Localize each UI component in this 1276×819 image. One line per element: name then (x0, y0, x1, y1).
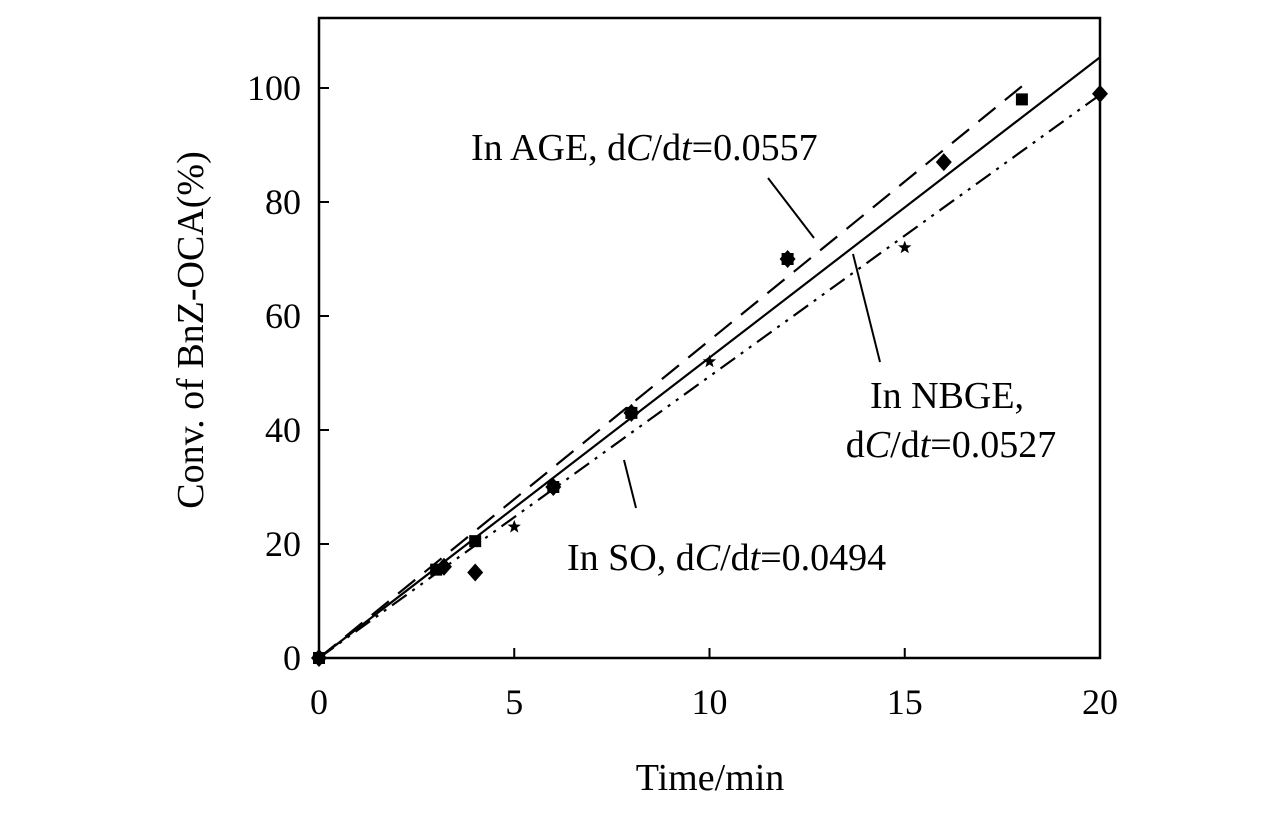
nbge-point (467, 563, 484, 582)
nbge-point (623, 403, 640, 422)
nbge-point (435, 557, 452, 576)
x-tick-label: 5 (505, 682, 523, 722)
annotation-age-t: t (681, 127, 693, 169)
so-point (702, 354, 717, 368)
annotation-nbge-c: C (865, 424, 891, 466)
y-tick-label: 0 (283, 638, 301, 678)
data-markers (311, 84, 1108, 667)
annotation-nbge-slash: /d (890, 424, 920, 466)
x-tick-label: 0 (310, 682, 328, 722)
y-tick-label: 60 (265, 296, 301, 336)
x-axis-title: Time/min (636, 757, 785, 799)
so-point (312, 651, 326, 664)
annotation-leader-line (623, 459, 637, 509)
y-tick-label: 40 (265, 410, 301, 450)
annotation-nbge-line1: In NBGE, (870, 375, 1024, 417)
annotation-age: In AGE, dC/dt=0.0557 (471, 127, 818, 169)
annotation-age-slash: /d (652, 127, 682, 169)
annotation-so: In SO, dC/dt=0.0494 (567, 537, 886, 579)
y-axis-title: Conv. of BnZ-OCA(%) (170, 151, 212, 508)
nbge-point (545, 478, 562, 496)
annotation-so-prefix: In SO, d (567, 537, 695, 579)
age-point (1015, 93, 1028, 106)
age-point (469, 535, 482, 548)
annotation-nbge-t: t (920, 424, 932, 466)
annotation-nbge-rate: =0.0527 (930, 424, 1056, 466)
x-tick-label: 15 (887, 682, 923, 722)
annotation-so-c: C (695, 537, 721, 579)
annotation-age-rate: =0.0557 (692, 127, 818, 169)
annotation-age-prefix: In AGE, d (471, 127, 626, 169)
so-point (507, 519, 521, 533)
axis-ticks: 0 5 10 15 20 0 20 40 60 80 100 (247, 68, 1118, 722)
y-tick-label: 20 (265, 524, 301, 564)
nbge-point (1092, 84, 1108, 103)
nbge-point (779, 250, 796, 268)
annotation-so-slash: /d (720, 537, 750, 579)
x-tick-label: 20 (1082, 682, 1118, 722)
annotation-so-t: t (750, 537, 762, 579)
annotation-leaders (623, 177, 881, 509)
so-point (898, 240, 912, 254)
x-tick-label: 10 (692, 682, 728, 722)
annotation-leader-line (767, 177, 815, 239)
y-tick-label: 80 (265, 182, 301, 222)
annotation-nbge-line2: dC/dt=0.0527 (846, 424, 1056, 466)
y-tick-label: 100 (247, 68, 301, 108)
nbge-point (935, 153, 952, 172)
annotation-nbge-prefix: d (846, 424, 865, 466)
annotation-leader-line (852, 253, 881, 363)
annotation-so-rate: =0.0494 (760, 537, 886, 579)
annotation-age-c: C (626, 127, 652, 169)
age-fit-line (318, 85, 1023, 659)
